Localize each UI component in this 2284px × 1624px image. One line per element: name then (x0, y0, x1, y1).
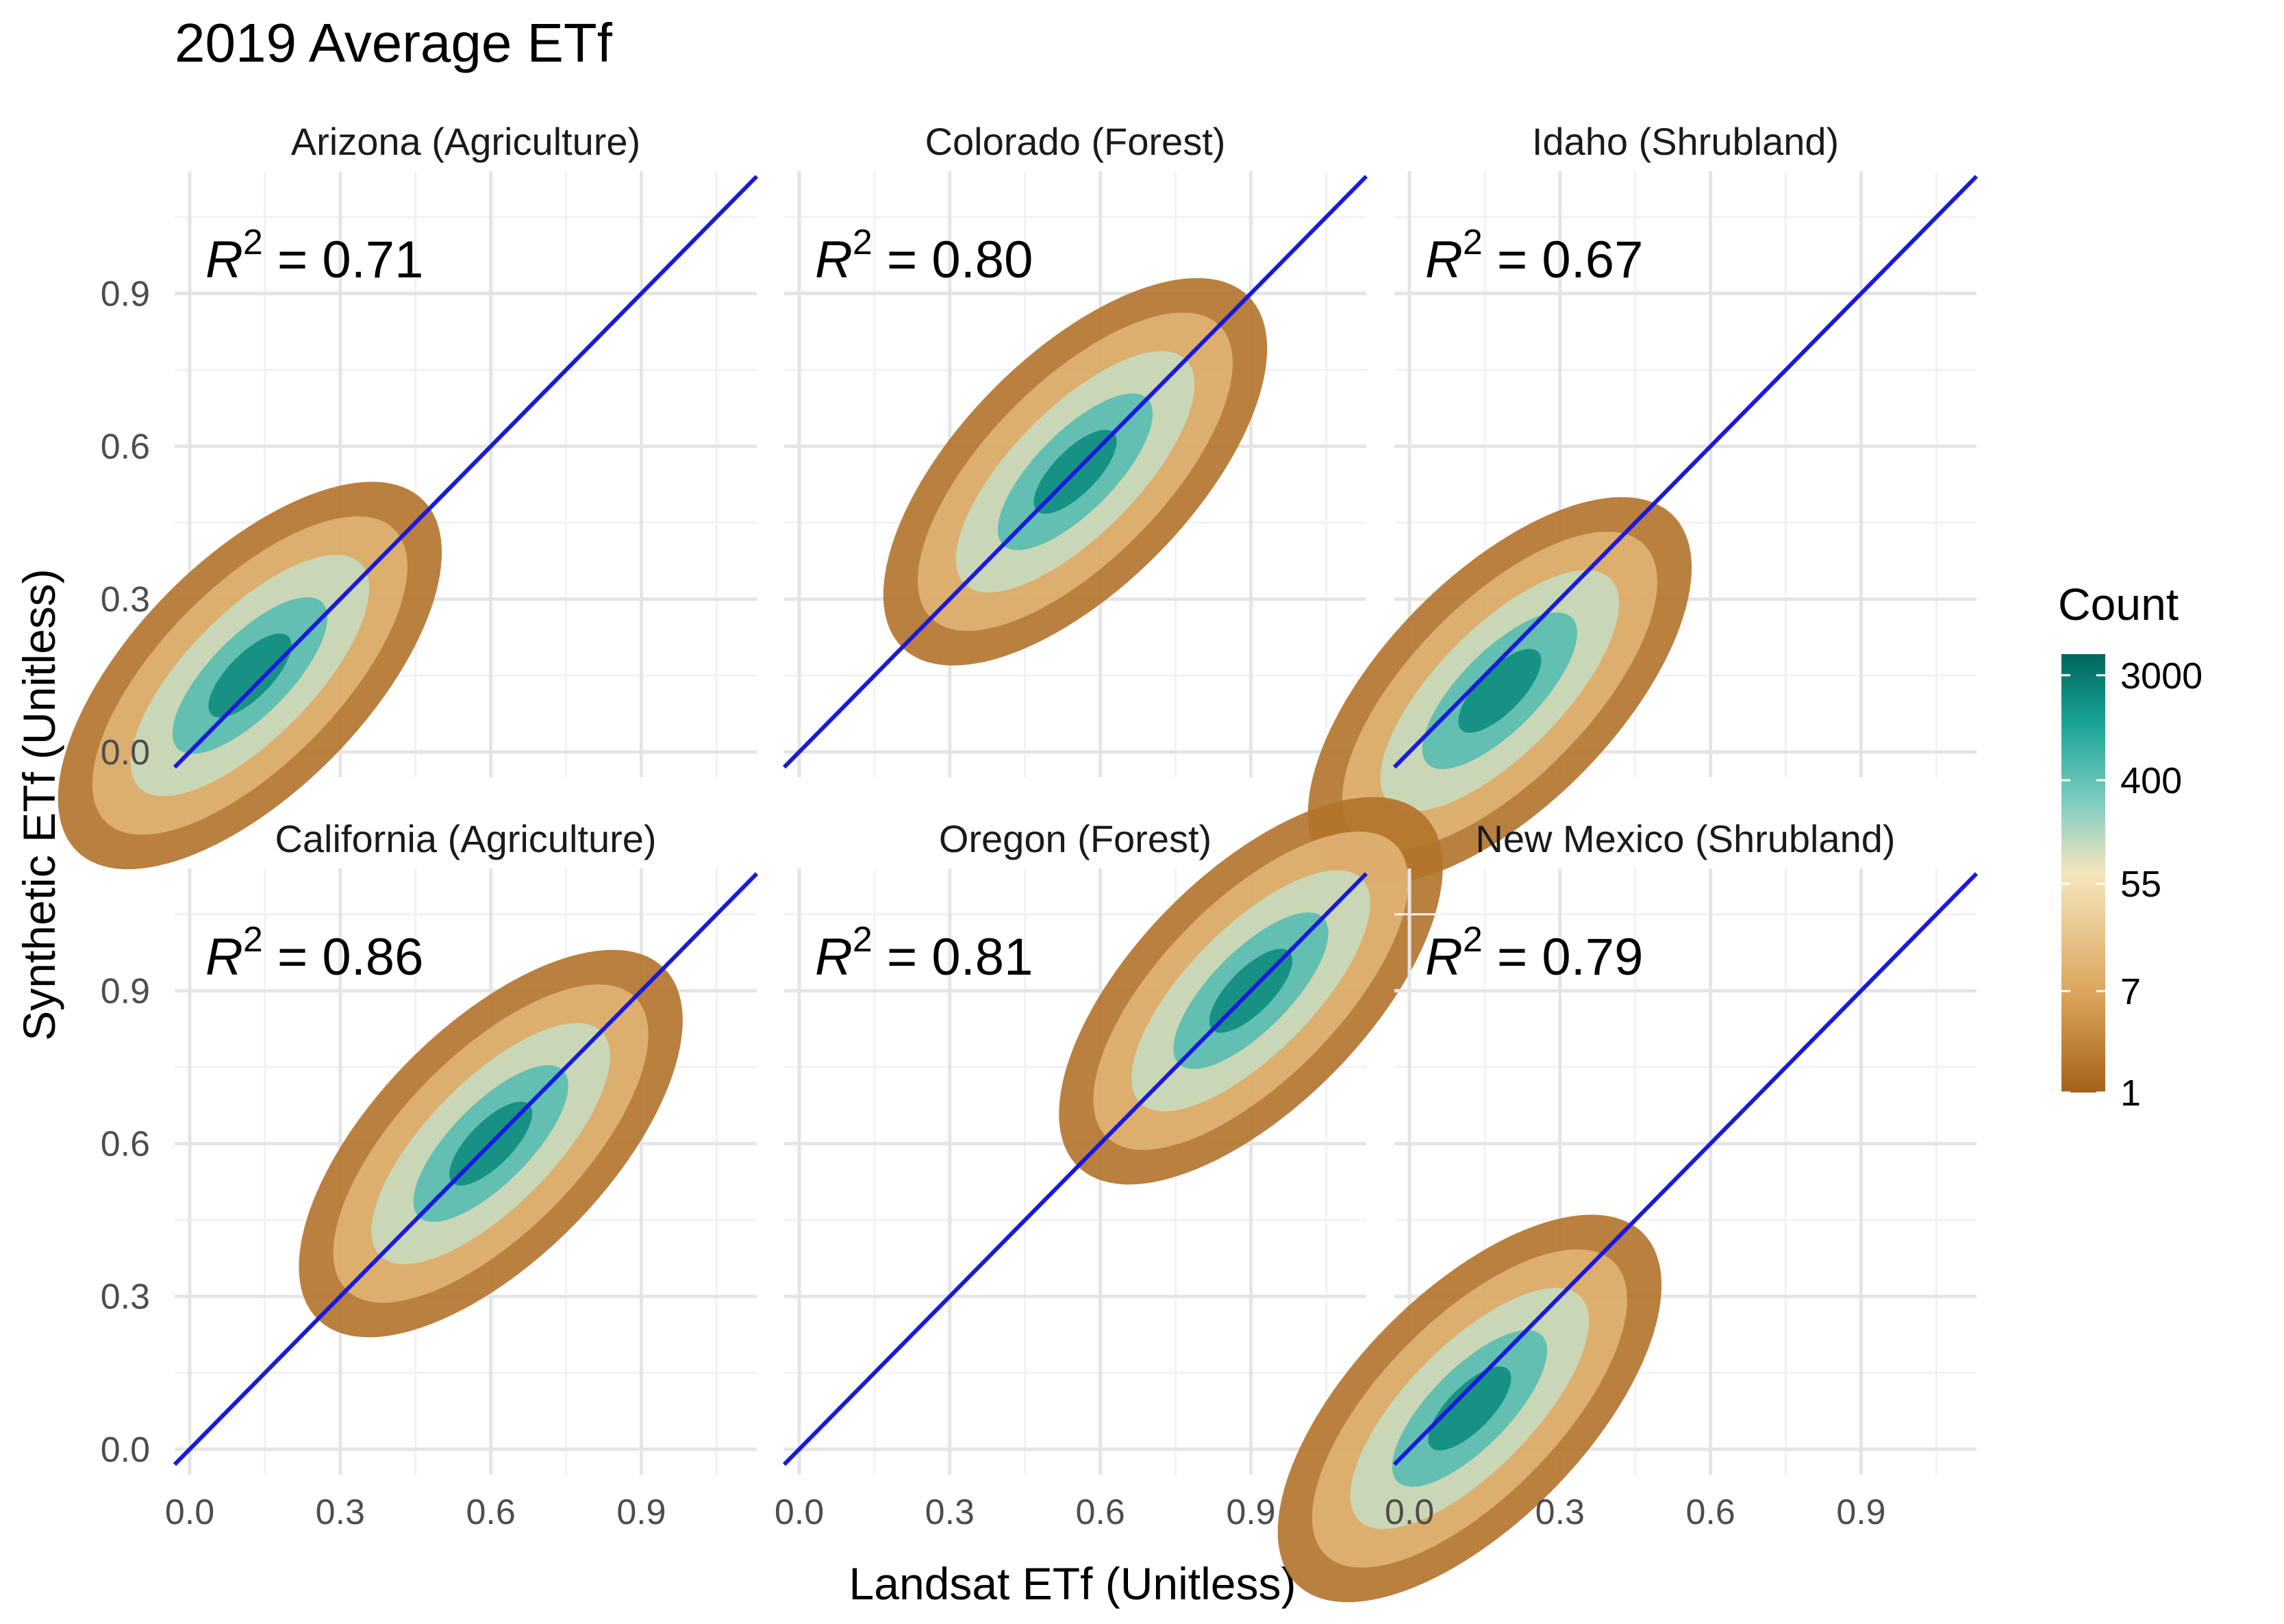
facet-panels: Arizona (Agriculture) R2 = 0.71 0.0 0.3 0.6 0… (58, 120, 1979, 1603)
facet-panel: Oregon (Forest) R2 = 0.81 0.0 0.3 0.6 0.9 (775, 797, 1443, 1532)
legend-break-label: 55 (2120, 864, 2161, 905)
density-cell (1458, 649, 1542, 733)
one-to-one-line (173, 175, 759, 769)
facet-panel: Idaho (Shrubland) R2 = 0.67 (1307, 120, 1979, 885)
facet-panel: New Mexico (Shrubland) R2 = 0.79 0.0 0.3 0.6… (1277, 817, 1979, 1603)
x-tick-label: 0.0 (1385, 1492, 1434, 1532)
x-tick-label: 0.9 (616, 1492, 666, 1532)
one-to-one-line (782, 872, 1368, 1466)
facet-strip-label: Oregon (Forest) (939, 817, 1212, 860)
x-tick-label: 0.3 (925, 1492, 975, 1532)
facet-strip-label: Idaho (Shrubland) (1532, 120, 1839, 163)
one-to-one-line (1392, 175, 1979, 769)
y-tick-label: 0.0 (101, 733, 150, 773)
r2-annotation: R2 = 0.81 (815, 920, 1033, 986)
x-tick-label: 0.6 (466, 1492, 515, 1532)
legend-colorbar (2061, 654, 2105, 1092)
y-axis-title: Synthetic ETf (Unitless) (14, 569, 64, 1041)
x-tick-label: 0.9 (1836, 1492, 1885, 1532)
facet-panel: Arizona (Agriculture) R2 = 0.71 0.0 0.3 0.6 0… (58, 120, 759, 870)
one-to-one-line (173, 872, 759, 1466)
facet-panel: California (Agriculture) R2 = 0.86 0.0 0.3 0… (101, 817, 759, 1532)
legend: Count 3000 400 55 7 1 (2058, 579, 2203, 1114)
legend-ticks: 3000 400 55 7 1 (2061, 655, 2203, 1114)
x-tick-label: 0.6 (1685, 1492, 1735, 1532)
r2-annotation: R2 = 0.67 (1425, 223, 1643, 289)
r2-annotation: R2 = 0.86 (205, 920, 423, 986)
chart-title: 2019 Average ETf (175, 12, 613, 73)
r2-annotation: R2 = 0.80 (815, 223, 1033, 289)
x-tick-label: 0.0 (775, 1492, 824, 1532)
density-cell (208, 634, 292, 718)
facet-panel: Colorado (Forest) R2 = 0.80 (782, 120, 1368, 777)
legend-break-label: 3000 (2120, 655, 2203, 697)
r2-annotation: R2 = 0.71 (205, 223, 423, 289)
y-tick-label: 0.9 (101, 971, 150, 1011)
one-to-one-line (782, 175, 1368, 769)
y-tick-label: 0.3 (101, 580, 150, 620)
x-tick-label: 0.3 (316, 1492, 365, 1532)
legend-break-label: 400 (2120, 760, 2182, 801)
facet-strip-label: New Mexico (Shrubland) (1475, 817, 1895, 860)
y-tick-label: 0.9 (101, 274, 150, 314)
x-tick-label: 0.0 (165, 1492, 214, 1532)
legend-title: Count (2058, 579, 2179, 629)
y-tick-label: 0.0 (101, 1430, 150, 1470)
facet-strip-label: Arizona (Agriculture) (291, 120, 640, 163)
x-tick-label: 0.9 (1226, 1492, 1275, 1532)
facet-strip-label: California (Agriculture) (275, 817, 656, 860)
legend-break-label: 1 (2120, 1073, 2141, 1114)
y-tick-label: 0.6 (101, 1125, 150, 1164)
r2-annotation: R2 = 0.79 (1425, 920, 1643, 986)
one-to-one-line (1392, 872, 1979, 1466)
y-tick-label: 0.6 (101, 427, 150, 467)
legend-break-label: 7 (2120, 971, 2141, 1012)
density-cell (1428, 1366, 1511, 1451)
x-tick-label: 0.6 (1075, 1492, 1125, 1532)
y-tick-label: 0.3 (101, 1277, 150, 1317)
facet-strip-label: Colorado (Forest) (925, 120, 1226, 163)
x-axis-title: Landsat ETf (Unitless) (849, 1558, 1296, 1609)
x-tick-label: 0.3 (1535, 1492, 1585, 1532)
